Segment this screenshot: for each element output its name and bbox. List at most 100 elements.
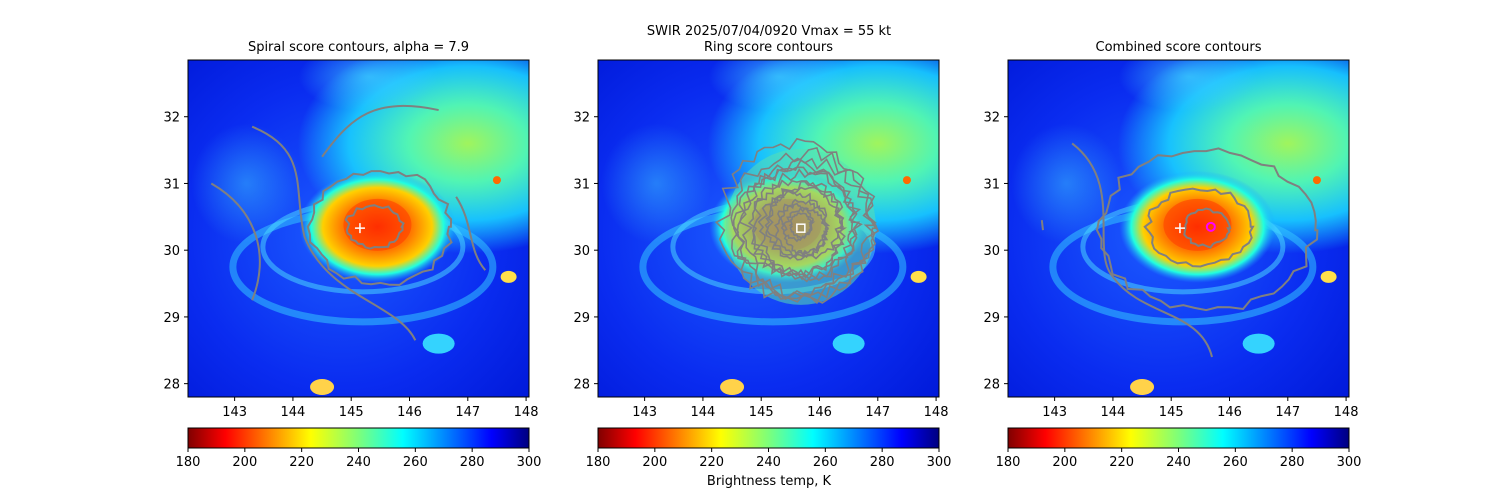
cloud-cell-sw	[720, 378, 745, 395]
contour-outer	[1095, 147, 1319, 312]
ring-contour	[757, 186, 846, 279]
center-plus-marker	[1174, 223, 1185, 234]
panel-title: Ring score contours	[704, 40, 833, 55]
cloud-band-north	[298, 60, 439, 112]
contour-inner	[344, 204, 405, 250]
cloud-cell-e	[500, 270, 517, 283]
panel-title: Spiral score contours, alpha = 7.9	[248, 40, 469, 55]
cloud-band-west	[601, 123, 712, 244]
y-tick-label: 31	[573, 177, 590, 192]
x-tick-label: 147	[865, 405, 890, 420]
contour-east-arc	[455, 196, 487, 271]
y-tick-label: 28	[163, 378, 180, 393]
colorbar-tick-label: 180	[996, 455, 1021, 470]
x-tick-label: 145	[339, 405, 364, 420]
cloud-cell-s	[832, 333, 865, 354]
ring-contour	[747, 179, 848, 281]
colorbar-tick-label: 200	[642, 455, 667, 470]
storm-core-cold-tops	[1163, 198, 1232, 251]
plot-frame	[187, 59, 530, 398]
x-tick-label: 145	[1159, 405, 1184, 420]
x-tick-label: 146	[1217, 405, 1242, 420]
score-contours	[210, 104, 487, 341]
colorbar-tick-label: 220	[1109, 455, 1134, 470]
x-tick-label: 146	[807, 405, 832, 420]
y-tick-label: 30	[163, 244, 180, 259]
contour-spiral-arm	[1071, 142, 1213, 358]
y-tick-label: 30	[983, 244, 1000, 259]
y-tick-label: 30	[573, 244, 590, 259]
colorbar-tick-label: 240	[346, 455, 371, 470]
cloud-cell-ne	[902, 176, 911, 185]
y-tick-label: 29	[573, 311, 590, 326]
colorbar-tick-label: 180	[586, 455, 611, 470]
cloud-cell-ne	[1312, 176, 1321, 185]
colorbar-tick-label: 220	[289, 455, 314, 470]
x-tick-label: 143	[222, 405, 247, 420]
y-tick-label: 32	[163, 111, 180, 126]
y-tick-label: 32	[983, 111, 1000, 126]
best-center-circle-marker	[1205, 221, 1216, 232]
cloud-cell-s	[1242, 333, 1275, 354]
cloud-cell-s	[422, 333, 455, 354]
x-tick-label: 148	[924, 405, 949, 420]
score-contours	[714, 137, 880, 305]
colorbar-label: Brightness temp, K	[707, 474, 832, 489]
plot-frame	[597, 59, 940, 398]
contour-middle	[306, 170, 453, 286]
x-tick-label: 147	[1275, 405, 1300, 420]
contour-north-arc	[321, 104, 439, 158]
brightness-temp-image	[188, 60, 529, 397]
contour-fragment	[1040, 220, 1044, 231]
colorbar-tick-label: 240	[756, 455, 781, 470]
colorbar-tick-label: 180	[176, 455, 201, 470]
x-tick-label: 145	[749, 405, 774, 420]
center-square-marker	[796, 223, 806, 233]
colorbar-tick-label: 280	[460, 455, 485, 470]
y-tick-label: 28	[573, 378, 590, 393]
ring-contour	[738, 159, 862, 283]
colorbar	[597, 427, 940, 449]
cloud-band-west	[1011, 123, 1122, 244]
cloud-cell-ne	[492, 176, 501, 185]
colorbar	[1007, 427, 1350, 449]
center-plus-marker	[354, 223, 365, 234]
cloud-cell-e	[1320, 270, 1337, 283]
x-tick-label: 147	[455, 405, 480, 420]
ring-contour	[751, 168, 858, 282]
ring-contour	[766, 180, 845, 261]
colorbar-tick-label: 200	[232, 455, 257, 470]
cloud-band-north	[708, 60, 849, 112]
x-tick-label: 144	[691, 405, 716, 420]
ring-contour	[732, 157, 878, 303]
colorbar-tick-label: 240	[1166, 455, 1191, 470]
storm-core-cold-tops	[343, 198, 412, 251]
contour-middle	[1143, 187, 1255, 268]
colorbar-tick-label: 260	[1223, 455, 1248, 470]
y-tick-label: 31	[163, 177, 180, 192]
y-tick-label: 28	[983, 378, 1000, 393]
x-tick-label: 148	[514, 405, 539, 420]
contour-west-arc	[210, 182, 261, 301]
brightness-temp-image	[1008, 60, 1349, 397]
y-tick-label: 32	[573, 111, 590, 126]
contour-inner	[1183, 207, 1232, 249]
panel-title: Combined score contours	[1096, 40, 1262, 55]
x-tick-label: 143	[1042, 405, 1067, 420]
ring-contour	[714, 137, 880, 304]
plot-frame	[1007, 59, 1350, 398]
x-tick-label: 146	[397, 405, 422, 420]
ring-contour	[764, 190, 831, 260]
colorbar-tick-label: 220	[699, 455, 724, 470]
panel-2: Ring score contours 143 144 145 146 147 148 28 2…	[573, 40, 952, 470]
y-tick-label: 31	[983, 177, 1000, 192]
x-tick-label: 144	[1101, 405, 1126, 420]
colorbar-tick-label: 300	[927, 455, 952, 470]
ring-contour	[774, 198, 830, 259]
colorbar-tick-label: 200	[1052, 455, 1077, 470]
contour-spiral-arm	[251, 125, 417, 341]
cloud-cell-e	[910, 270, 927, 283]
x-tick-label: 144	[281, 405, 306, 420]
y-tick-label: 29	[983, 311, 1000, 326]
